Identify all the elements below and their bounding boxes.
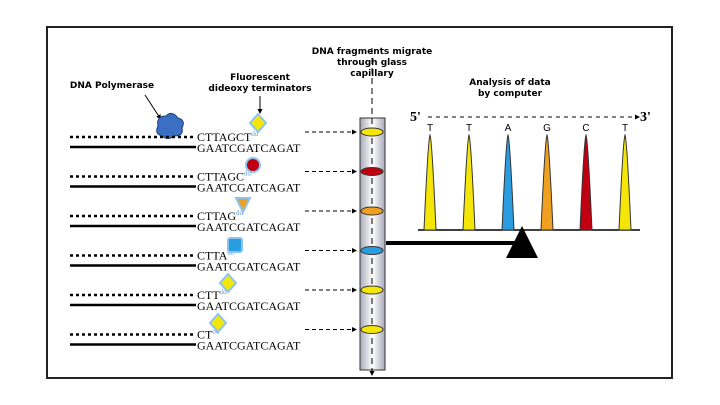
template-text: GAATCGATCAGAT [197, 141, 301, 155]
terminator [245, 157, 261, 173]
band [360, 285, 384, 295]
template-text: GAATCGATCAGAT [197, 299, 301, 313]
terminator [227, 237, 243, 253]
dd-suffix: dd [220, 288, 228, 296]
strand: CTT [197, 288, 220, 302]
strand-text: CTdd [197, 328, 220, 342]
peak-letter: T [622, 123, 628, 134]
terminator [234, 197, 252, 215]
terminator [248, 112, 268, 134]
template-text: GAATCGATCAGAT [197, 260, 301, 274]
peak [618, 133, 632, 231]
peak-letter: C [582, 123, 589, 134]
peak-letter: T [427, 123, 433, 134]
band [360, 325, 384, 334]
three-prime: 3' [640, 110, 651, 125]
dd-suffix: dd [251, 130, 259, 138]
peak [579, 133, 593, 231]
terminator [218, 272, 238, 294]
strand-text: CTTAGCdd [197, 170, 252, 184]
peak-letter: G [543, 123, 551, 134]
peak [540, 133, 554, 231]
dd-suffix: dd [212, 328, 220, 336]
peak-letter: A [505, 123, 512, 134]
template-text: GAATCGATCAGAT [197, 220, 301, 234]
template-text: GAATCGATCAGAT [197, 339, 301, 353]
peak [501, 133, 515, 231]
strand: CTTA [197, 249, 228, 263]
strand: CTTAG [197, 209, 236, 223]
strand: CTTAGC [197, 170, 244, 184]
polymerase-label: DNA Polymerase [70, 81, 154, 91]
data-arrow [386, 226, 538, 258]
five-prime: 5' [410, 110, 421, 125]
analysis-label: Analysis of data by computer [469, 78, 550, 99]
peak-letter: T [466, 123, 472, 134]
terminators-label: Fluorescent dideoxy terminators [208, 73, 311, 94]
terminator [208, 312, 228, 334]
band [360, 127, 384, 137]
template-text: GAATCGATCAGAT [197, 181, 301, 195]
strand: CTTAGCT [197, 130, 252, 144]
band [360, 206, 384, 216]
strand: CT [197, 328, 213, 342]
strand-text: CTTdd [197, 288, 227, 302]
peak [423, 133, 437, 231]
dd-suffix: dd [236, 209, 244, 217]
strand-text: CTTAGdd [197, 209, 244, 223]
band [360, 167, 384, 176]
dd-suffix: dd [244, 170, 252, 178]
band [360, 246, 384, 255]
strand-text: CTTAGCTdd [197, 130, 259, 144]
peak [462, 133, 476, 231]
arrow [144, 94, 162, 120]
